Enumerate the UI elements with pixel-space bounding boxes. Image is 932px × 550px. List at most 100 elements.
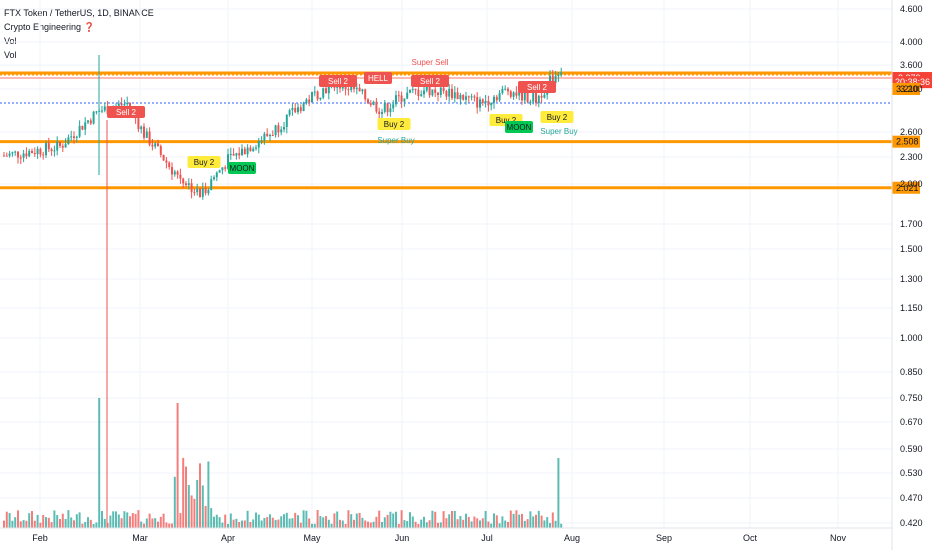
- volume-bar: [434, 511, 437, 528]
- volume-bar: [224, 514, 227, 528]
- sell-signal-label: Sell 2: [527, 83, 548, 92]
- y-tick-label: 4.600: [900, 4, 923, 14]
- buy-signal-box: [540, 111, 574, 123]
- y-tick-label: 1.000: [900, 333, 923, 343]
- volume-bar: [162, 513, 165, 528]
- volume-bar: [389, 511, 392, 528]
- volume-bar: [173, 476, 176, 528]
- volume-bar: [89, 519, 92, 528]
- y-tick-label: 3.600: [900, 60, 923, 70]
- volume-bar: [294, 512, 297, 528]
- volume-bar: [353, 519, 355, 528]
- volume-bar: [428, 520, 431, 528]
- candle-body: [549, 75, 551, 83]
- candle-body: [266, 133, 269, 137]
- x-tick-label: Feb: [32, 533, 48, 543]
- volume-bar: [305, 510, 308, 528]
- volume-bar: [299, 522, 302, 528]
- candle-body: [456, 92, 459, 100]
- candle-body: [61, 145, 64, 148]
- candle-body: [285, 114, 288, 127]
- candle-body: [367, 99, 369, 104]
- volume-bar: [274, 520, 277, 528]
- volume-bar: [81, 523, 84, 528]
- volume-bar: [476, 518, 479, 528]
- candle-body: [521, 88, 523, 101]
- volume-bar: [193, 498, 196, 528]
- volume-bar: [204, 505, 207, 528]
- candle-body: [467, 96, 470, 98]
- candle-body: [490, 102, 493, 106]
- x-tick-label: Mar: [132, 533, 148, 543]
- volume-bar: [98, 398, 101, 528]
- candle-body: [14, 151, 17, 153]
- candle-body: [64, 144, 67, 148]
- candle-body: [378, 111, 381, 114]
- candle-body: [70, 136, 73, 138]
- candle-body: [313, 91, 316, 93]
- candle-body: [171, 167, 173, 175]
- volume-bar: [92, 523, 95, 528]
- volume-bar: [512, 513, 515, 528]
- volume-bar: [515, 510, 518, 528]
- candle-body: [179, 174, 182, 179]
- volume-label-2[interactable]: Vol: [4, 50, 17, 60]
- volume-bar: [386, 514, 389, 528]
- volume-bar: [201, 485, 204, 528]
- volume-bar: [417, 523, 420, 528]
- symbol-title[interactable]: FTX Token / TetherUS, 1D, BINANCE: [4, 8, 154, 18]
- volume-bar: [134, 513, 137, 528]
- candle-body: [28, 150, 31, 157]
- volume-bar: [3, 520, 5, 528]
- x-tick-label: Oct: [743, 533, 758, 543]
- volume-bar: [67, 510, 70, 528]
- candle-body: [465, 96, 467, 100]
- candle-body: [207, 190, 210, 194]
- volume-bar: [112, 511, 115, 528]
- volume-bar: [549, 523, 551, 528]
- indicator-label[interactable]: Crypto Engineering ❓: [4, 22, 95, 32]
- volume-bar: [39, 522, 42, 528]
- candle-body: [453, 92, 456, 99]
- volume-bar: [207, 461, 210, 528]
- candle-body: [425, 86, 428, 91]
- volume-bar: [451, 510, 453, 528]
- volume-bar: [487, 521, 490, 528]
- volume-bar: [106, 523, 109, 528]
- volume-bar: [14, 517, 17, 528]
- candle-body: [311, 92, 313, 103]
- volume-bar: [333, 513, 336, 528]
- candle-body: [187, 183, 190, 186]
- volume-bar: [84, 521, 87, 528]
- candle-body: [316, 91, 319, 100]
- y-tick-label: 3.200: [900, 84, 923, 94]
- volume-bar: [109, 515, 112, 528]
- candle-body: [162, 154, 165, 161]
- candle-body: [143, 126, 145, 138]
- candle-body: [442, 87, 445, 91]
- candle-body: [137, 118, 140, 130]
- candle-body: [495, 96, 498, 101]
- candle-body: [224, 167, 227, 169]
- volume-bar: [103, 518, 106, 528]
- candle-body: [182, 178, 185, 184]
- candle-body: [103, 106, 106, 111]
- volume-bar: [540, 515, 543, 528]
- candle-body: [277, 125, 280, 133]
- candle-body: [78, 125, 81, 137]
- volume-bar: [554, 520, 557, 528]
- candle-body: [255, 147, 257, 149]
- volume-label[interactable]: Vol: [4, 36, 17, 46]
- volume-bar: [87, 517, 89, 528]
- volume-bar: [229, 513, 232, 528]
- x-tick-label: May: [303, 533, 321, 543]
- volume-bar: [260, 520, 263, 528]
- candle-body: [353, 85, 355, 89]
- candle-body: [168, 162, 171, 168]
- candle-body: [498, 93, 501, 101]
- candle-body: [462, 95, 465, 100]
- volume-bar: [330, 523, 333, 528]
- sell-signal-box: [107, 106, 145, 118]
